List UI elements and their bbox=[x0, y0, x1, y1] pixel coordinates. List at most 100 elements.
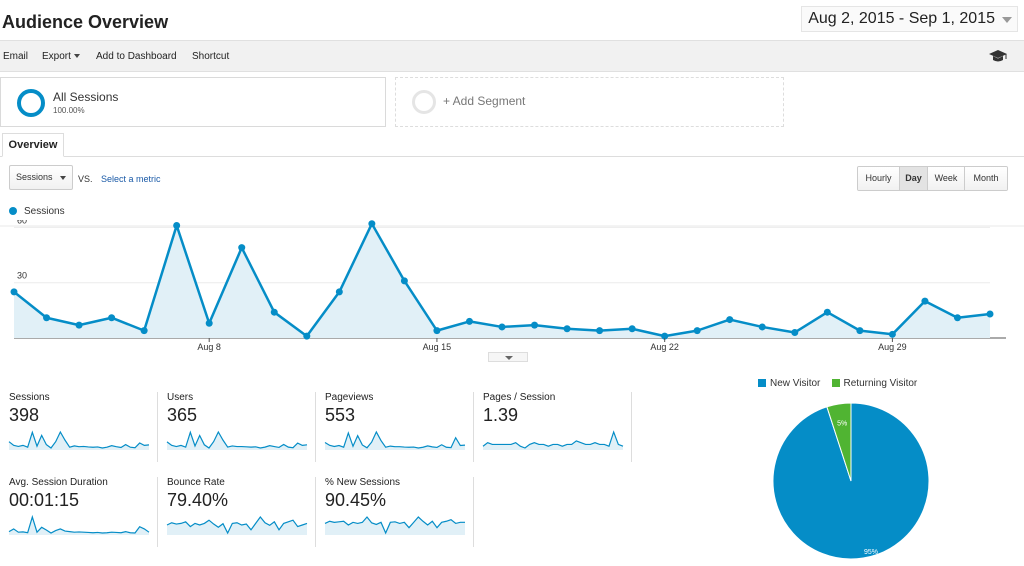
data-point[interactable] bbox=[661, 332, 669, 340]
metric-label: Pages / Session bbox=[483, 392, 556, 403]
legend-square-icon bbox=[758, 379, 766, 388]
data-point[interactable] bbox=[693, 327, 701, 335]
tab-divider bbox=[0, 156, 1024, 157]
add-segment-button[interactable]: + Add Segment bbox=[395, 77, 784, 127]
data-point[interactable] bbox=[563, 325, 571, 333]
metric-tile[interactable]: Pageviews 553 bbox=[316, 392, 474, 462]
sessions-line-chart: 60 30 Aug 8 Aug 15 Aug 22 Aug 29 bbox=[0, 220, 1024, 352]
data-point[interactable] bbox=[303, 332, 311, 340]
sparkline-line bbox=[166, 430, 308, 449]
x-tick-label: Aug 22 bbox=[650, 342, 679, 352]
granularity-day[interactable]: Day bbox=[900, 167, 928, 190]
date-range-picker[interactable]: Aug 2, 2015 - Sep 1, 2015 bbox=[801, 6, 1018, 32]
sparkline-area bbox=[325, 432, 465, 450]
sparkline-line bbox=[8, 430, 150, 449]
legend-series-label: Sessions bbox=[24, 206, 65, 217]
sparkline bbox=[482, 430, 624, 450]
data-point[interactable] bbox=[75, 321, 83, 329]
granularity-toggle: Hourly Day Week Month bbox=[857, 166, 1008, 191]
data-point[interactable] bbox=[368, 220, 376, 228]
chevron-down-icon bbox=[1002, 17, 1012, 23]
metric-label: Sessions bbox=[9, 392, 50, 403]
data-point[interactable] bbox=[43, 314, 51, 322]
chevron-down-icon bbox=[505, 356, 513, 360]
data-point[interactable] bbox=[888, 330, 896, 338]
data-point[interactable] bbox=[498, 323, 506, 331]
data-point[interactable] bbox=[758, 323, 766, 331]
dropdown-arrow-icon bbox=[73, 54, 80, 59]
vs-label: VS. bbox=[78, 174, 93, 184]
empty-segment-ring-icon bbox=[412, 90, 436, 114]
metric-tile[interactable]: Sessions 398 bbox=[0, 392, 158, 462]
data-point[interactable] bbox=[270, 308, 278, 316]
report-toolbar: Email Export Add to Dashboard Shortcut bbox=[0, 40, 1024, 72]
export-button[interactable]: Export bbox=[42, 51, 80, 62]
sparkline bbox=[8, 430, 150, 450]
granularity-hourly[interactable]: Hourly bbox=[858, 167, 900, 190]
x-tick-label: Aug 8 bbox=[197, 342, 221, 352]
data-point[interactable] bbox=[921, 297, 929, 305]
graduation-cap-icon[interactable] bbox=[988, 49, 1008, 63]
metric-label: % New Sessions bbox=[325, 477, 401, 488]
data-point[interactable] bbox=[433, 327, 441, 335]
data-point[interactable] bbox=[140, 327, 148, 335]
chart-collapse-handle[interactable] bbox=[488, 352, 528, 362]
metric-tile[interactable]: Bounce Rate 79.40% bbox=[158, 477, 316, 547]
metric-label: Bounce Rate bbox=[167, 477, 225, 488]
metric-select[interactable]: Sessions bbox=[9, 165, 73, 190]
data-point[interactable] bbox=[986, 310, 994, 318]
metric-label: Pageviews bbox=[325, 392, 374, 403]
data-point[interactable] bbox=[465, 317, 473, 325]
data-point[interactable] bbox=[173, 222, 181, 230]
data-point[interactable] bbox=[823, 308, 831, 316]
metric-select-value: Sessions bbox=[16, 172, 53, 182]
data-point[interactable] bbox=[596, 327, 604, 335]
sparkline-line bbox=[324, 516, 465, 535]
metric-tile[interactable]: Avg. Session Duration 00:01:15 bbox=[0, 477, 158, 547]
tab-overview[interactable]: Overview bbox=[2, 133, 64, 157]
metric-tile[interactable]: Users 365 bbox=[158, 392, 316, 462]
sparkline bbox=[324, 430, 466, 450]
data-point[interactable] bbox=[856, 327, 864, 335]
y-tick-label: 30 bbox=[17, 271, 27, 281]
sparkline-area bbox=[9, 432, 149, 450]
select-metric-link[interactable]: Select a metric bbox=[101, 174, 161, 184]
legend-square-icon bbox=[831, 379, 840, 388]
data-point[interactable] bbox=[335, 288, 343, 296]
data-point[interactable] bbox=[10, 288, 18, 296]
pie-data-label: 5% bbox=[837, 421, 847, 428]
legend-dot-icon bbox=[9, 207, 17, 216]
sparkline bbox=[166, 430, 308, 450]
data-point[interactable] bbox=[108, 314, 116, 322]
metric-tile[interactable]: Pages / Session 1.39 bbox=[474, 392, 632, 462]
add-to-dashboard-button[interactable]: Add to Dashboard bbox=[96, 51, 177, 62]
data-point[interactable] bbox=[400, 277, 408, 285]
dropdown-arrow-icon bbox=[60, 176, 66, 180]
data-point[interactable] bbox=[726, 316, 734, 324]
export-label: Export bbox=[42, 51, 71, 62]
sparkline bbox=[8, 514, 150, 535]
granularity-week[interactable]: Week bbox=[928, 167, 965, 190]
metric-tile[interactable]: % New Sessions 90.45% bbox=[316, 477, 474, 547]
metric-value: 1.39 bbox=[483, 405, 519, 425]
metric-value: 365 bbox=[167, 405, 198, 425]
pie-legend-returning[interactable]: Returning Visitor bbox=[843, 378, 918, 389]
data-point[interactable] bbox=[628, 325, 636, 333]
shortcut-button[interactable]: Shortcut bbox=[192, 51, 230, 62]
metric-value: 79.40% bbox=[167, 490, 229, 510]
segment-all-sessions[interactable]: All Sessions 100.00% bbox=[0, 77, 386, 127]
data-point[interactable] bbox=[791, 328, 799, 336]
pie-legend-new[interactable]: New Visitor bbox=[770, 378, 821, 389]
data-point[interactable] bbox=[531, 321, 539, 329]
sparkline-area bbox=[167, 432, 307, 450]
data-point[interactable] bbox=[205, 319, 213, 327]
metric-value: 398 bbox=[9, 405, 40, 425]
pie-data-label: 95% bbox=[864, 549, 878, 556]
email-button[interactable]: Email bbox=[3, 51, 29, 62]
data-point[interactable] bbox=[238, 244, 246, 252]
segment-label: All Sessions bbox=[53, 90, 119, 104]
pie-slice-returning-visitor[interactable] bbox=[826, 402, 852, 482]
sparkline bbox=[324, 516, 465, 535]
granularity-month[interactable]: Month bbox=[965, 167, 1007, 190]
data-point[interactable] bbox=[953, 314, 961, 322]
